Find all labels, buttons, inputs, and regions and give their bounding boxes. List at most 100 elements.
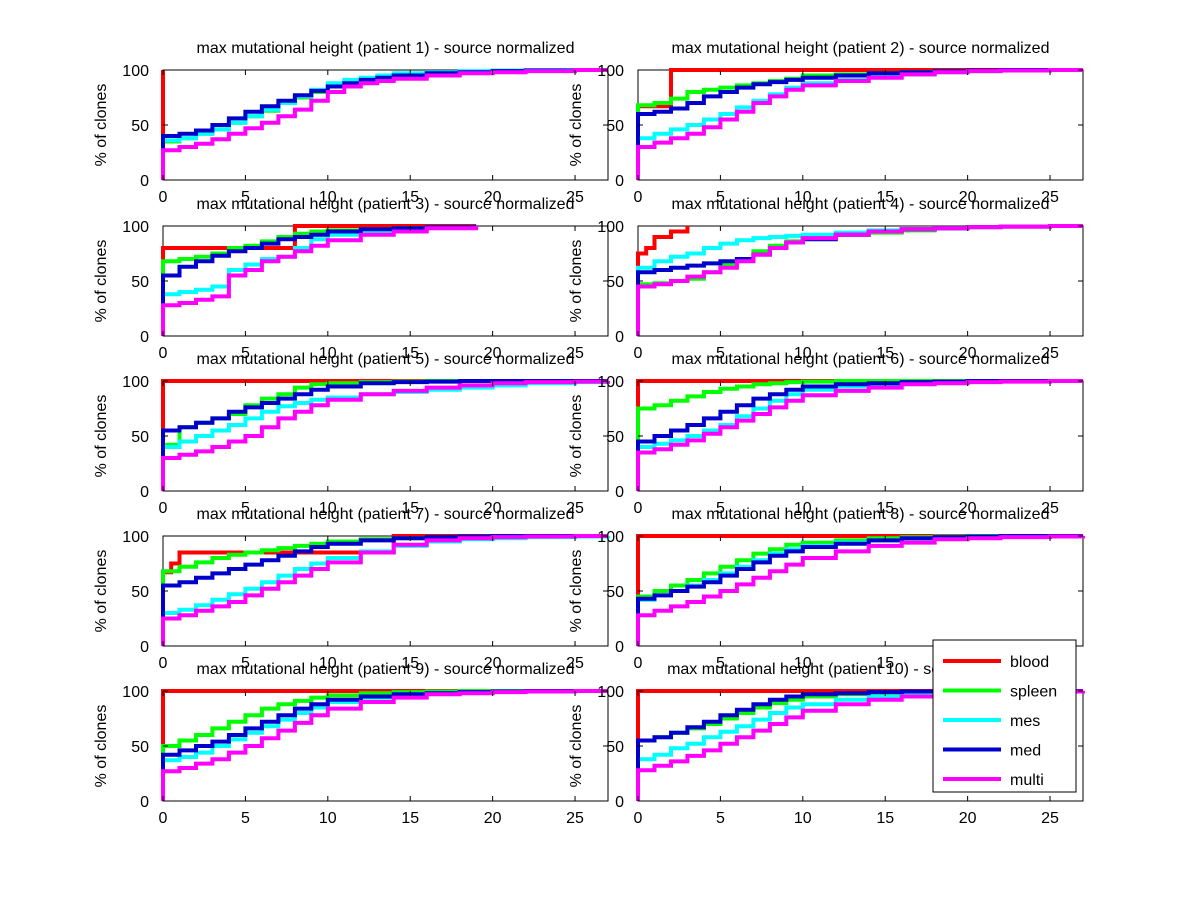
x-tick-label: 25 [566, 189, 584, 206]
x-tick-label: 25 [566, 810, 584, 827]
x-tick-label: 10 [319, 810, 337, 827]
panel-title: max mutational height (patient 1) - sour… [197, 40, 575, 57]
y-tick-label: 0 [140, 329, 149, 346]
series-line-multi [161, 226, 479, 336]
x-tick-label: 25 [566, 345, 584, 362]
x-tick-label: 25 [1041, 500, 1059, 517]
series-line-med [636, 534, 1083, 646]
x-tick-label: 10 [319, 189, 337, 206]
y-axis-label: % of clones [568, 395, 585, 478]
series-line-mes [636, 68, 1083, 180]
x-tick-label: 20 [959, 810, 977, 827]
y-tick-label: 50 [131, 118, 149, 135]
panel-title: max mutational height (patient 9) - sour… [197, 661, 575, 678]
x-tick-label: 20 [959, 500, 977, 517]
x-tick-label: 20 [959, 345, 977, 362]
x-tick-label: 5 [241, 655, 250, 672]
y-axis-label: % of clones [568, 84, 585, 167]
x-tick-label: 20 [484, 655, 502, 672]
y-tick-label: 50 [606, 118, 624, 135]
y-tick-label: 50 [606, 584, 624, 601]
y-tick-label: 0 [140, 639, 149, 656]
series-line-spleen [161, 379, 608, 491]
panel-title: max mutational height (patient 6) - sour… [672, 351, 1050, 368]
panel-7: 0 50 100 0 5 10 15 20 25 % of clones max mutationa… [93, 506, 610, 672]
series-line-med [161, 379, 608, 491]
panel-title: max mutational height (patient 8) - sour… [672, 506, 1050, 523]
series-line-med [636, 224, 1083, 336]
y-axis-label: % of clones [93, 395, 110, 478]
x-tick-label: 25 [1041, 345, 1059, 362]
x-tick-label: 25 [1041, 810, 1059, 827]
x-tick-label: 10 [794, 655, 812, 672]
x-tick-label: 25 [1041, 189, 1059, 206]
legend-label-mes: mes [1010, 713, 1040, 730]
x-tick-label: 10 [794, 810, 812, 827]
x-tick-label: 20 [484, 500, 502, 517]
series-line-med [161, 68, 608, 180]
x-tick-label: 5 [716, 345, 725, 362]
x-tick-label: 0 [634, 810, 643, 827]
panel-3: 0 50 100 0 5 10 15 20 25 % of clones max mutationa… [93, 196, 609, 362]
y-axis-label: % of clones [93, 84, 110, 167]
panel-title: max mutational height (patient 2) - sour… [672, 40, 1050, 57]
panel-title: max mutational height (patient 7) - sour… [197, 506, 575, 523]
y-tick-label: 100 [122, 374, 149, 391]
x-tick-label: 5 [716, 655, 725, 672]
y-tick-label: 0 [615, 329, 624, 346]
y-tick-label: 100 [597, 529, 624, 546]
x-tick-label: 15 [876, 810, 894, 827]
x-tick-label: 0 [159, 810, 168, 827]
x-tick-label: 10 [319, 345, 337, 362]
y-tick-label: 100 [122, 684, 149, 701]
y-tick-label: 0 [615, 173, 624, 190]
y-tick-label: 100 [597, 684, 624, 701]
axes-box [637, 225, 1084, 337]
series-line-multi [636, 534, 1085, 646]
y-axis-label: % of clones [93, 240, 110, 323]
x-tick-label: 5 [716, 189, 725, 206]
y-tick-label: 0 [140, 173, 149, 190]
x-tick-label: 15 [876, 345, 894, 362]
panel-9: 0 50 100 0 5 10 15 20 25 % of clones max mutationa… [93, 661, 609, 827]
panel-6: 0 50 100 0 5 10 15 20 25 % of clones max mutationa… [568, 351, 1084, 517]
x-tick-label: 20 [484, 810, 502, 827]
x-tick-label: 15 [401, 810, 419, 827]
axes-box [162, 380, 609, 492]
y-tick-label: 50 [131, 739, 149, 756]
panel-5: 0 50 100 0 5 10 15 20 25 % of clones max mutationa… [93, 351, 610, 517]
y-axis-label: % of clones [93, 550, 110, 633]
y-tick-label: 0 [615, 484, 624, 501]
x-tick-label: 0 [634, 345, 643, 362]
x-tick-label: 0 [634, 500, 643, 517]
x-tick-label: 15 [401, 189, 419, 206]
x-tick-label: 10 [319, 500, 337, 517]
x-tick-label: 5 [716, 500, 725, 517]
x-tick-label: 0 [159, 500, 168, 517]
y-tick-label: 0 [615, 639, 624, 656]
legend-label-blood: blood [1010, 654, 1049, 671]
series-line-mes [161, 380, 610, 491]
x-tick-label: 0 [634, 189, 643, 206]
legend-label-spleen: spleen [1010, 684, 1057, 701]
series-line-blood [161, 379, 608, 491]
y-tick-label: 50 [131, 429, 149, 446]
y-tick-label: 100 [122, 529, 149, 546]
panel-2: 0 50 100 0 5 10 15 20 25 % of clones max mutationa… [568, 40, 1084, 206]
series-line-multi [161, 68, 608, 180]
y-tick-label: 50 [606, 429, 624, 446]
x-tick-label: 0 [634, 655, 643, 672]
y-tick-label: 100 [597, 374, 624, 391]
series-line-blood [636, 226, 690, 336]
x-tick-label: 10 [319, 655, 337, 672]
x-tick-label: 10 [794, 500, 812, 517]
x-tick-label: 20 [484, 189, 502, 206]
y-axis-label: % of clones [93, 705, 110, 788]
x-tick-label: 20 [484, 345, 502, 362]
x-tick-label: 25 [566, 655, 584, 672]
legend: blood spleen mes med multi [932, 639, 1077, 793]
panel-4: 0 50 100 0 5 10 15 20 25 % of clones max mutationa… [568, 196, 1084, 362]
x-tick-label: 5 [241, 810, 250, 827]
y-tick-label: 50 [606, 274, 624, 291]
